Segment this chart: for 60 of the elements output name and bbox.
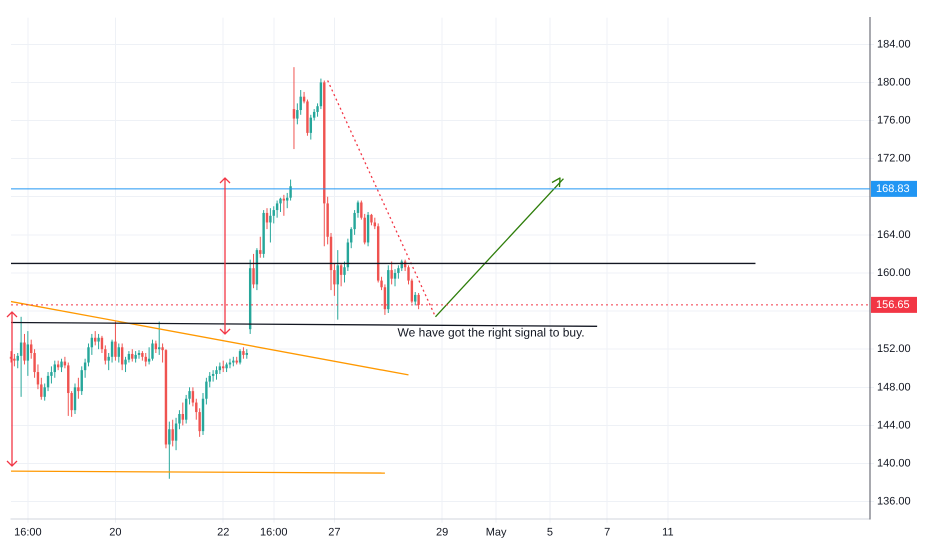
candlestick	[182, 402, 184, 426]
x-tick-label: 16:00	[14, 526, 42, 538]
candlestick	[390, 261, 393, 285]
x-tick-label: 29	[436, 526, 448, 538]
candlestick	[144, 352, 147, 367]
candlestick	[417, 292, 420, 310]
y-tick-label: 172.00	[877, 152, 911, 165]
x-tick-label: 11	[662, 526, 674, 538]
x-tick-label: May	[486, 526, 507, 538]
candlestick	[252, 253, 255, 289]
y-tick-label: 164.00	[877, 228, 911, 241]
candlestick	[238, 348, 242, 365]
y-tick-label: 144.00	[877, 419, 911, 432]
y-tick-label: 160.00	[877, 266, 911, 279]
candlestick	[56, 360, 60, 371]
ref-line-label: 156.65	[876, 298, 910, 311]
candlestick	[110, 339, 114, 364]
y-tick-label: 136.00	[877, 496, 911, 508]
candlestick	[269, 208, 272, 243]
candlestick	[171, 419, 174, 447]
y-tick-label: 180.00	[877, 76, 911, 88]
candlestick	[77, 377, 80, 400]
candlestick	[228, 358, 232, 369]
candlestick	[232, 356, 235, 367]
candlestick	[242, 346, 245, 360]
y-tick-label: 184.00	[877, 38, 911, 50]
candlestick	[289, 179, 292, 202]
x-tick-label: 5	[546, 526, 554, 538]
candlestick	[97, 333, 100, 350]
candlestick	[414, 292, 416, 306]
candlestick	[225, 362, 228, 373]
candlestick	[154, 340, 158, 354]
y-tick-label: 176.00	[877, 114, 911, 127]
candlestick	[168, 421, 171, 480]
x-tick-label: 20	[109, 526, 122, 538]
annotation: We have got the right signal to buy.	[398, 326, 585, 340]
candlestick	[282, 194, 286, 216]
candlestick	[13, 353, 16, 367]
x-tick-label: 16:00	[260, 526, 288, 538]
candlestick	[94, 330, 96, 346]
candlestick	[114, 321, 117, 362]
x-tick-label: 27	[328, 526, 341, 538]
candlestick	[246, 348, 248, 360]
ref-line-label: 168.83	[876, 182, 910, 195]
candlestick	[120, 342, 124, 371]
candlestick	[118, 342, 120, 364]
y-tick-label: 152.00	[877, 343, 911, 356]
candlestick	[131, 348, 134, 362]
candlestick	[340, 262, 342, 287]
candlestick	[336, 250, 339, 320]
candlestick	[370, 213, 373, 226]
candlestick	[134, 350, 137, 364]
y-tick-label: 148.00	[877, 381, 911, 394]
candlestick	[26, 330, 30, 376]
candlestick	[259, 236, 262, 258]
candlestick	[20, 316, 22, 398]
x-tick-label: 7	[604, 526, 610, 538]
y-tick-label: 140.00	[877, 458, 911, 470]
x-tick-label: 22	[217, 526, 230, 538]
candlestick	[212, 370, 214, 382]
